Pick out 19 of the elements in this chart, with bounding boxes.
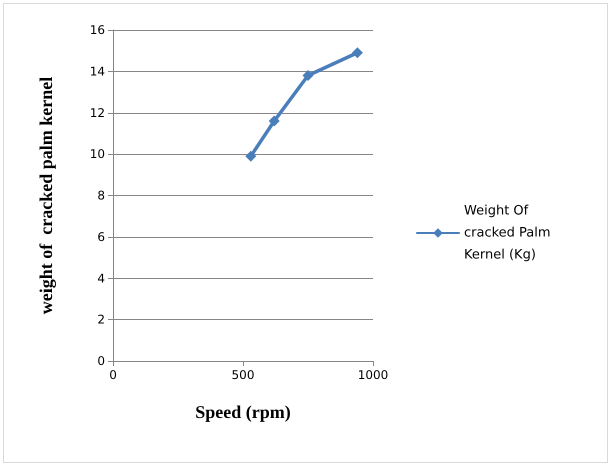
x-tick-label: 500 <box>232 368 254 382</box>
y-tick-label: 10 <box>90 147 105 162</box>
y-tick-label: 6 <box>97 230 105 244</box>
y-tick-label: 2 <box>97 312 105 327</box>
x-tick-label: 1000 <box>358 368 388 382</box>
point <box>268 116 280 127</box>
y-tick-label: 12 <box>90 106 105 120</box>
point <box>352 47 363 58</box>
legend-label: Weight Of cracked Palm Kernel (Kg) <box>464 204 555 262</box>
y-axis-title: weight of cracked palm kernel <box>36 76 56 314</box>
point <box>302 70 314 82</box>
point <box>245 150 256 162</box>
y-tick-label: 8 <box>97 188 105 202</box>
x-axis-title: Speed (rpm) <box>195 402 291 422</box>
y-tick-label: 0 <box>97 354 105 368</box>
x-tick-label: 0 <box>109 368 117 382</box>
y-tick-label: 4 <box>97 271 105 286</box>
y-tick-label: 16 <box>90 23 105 37</box>
y-tick-label: 14 <box>90 64 105 78</box>
